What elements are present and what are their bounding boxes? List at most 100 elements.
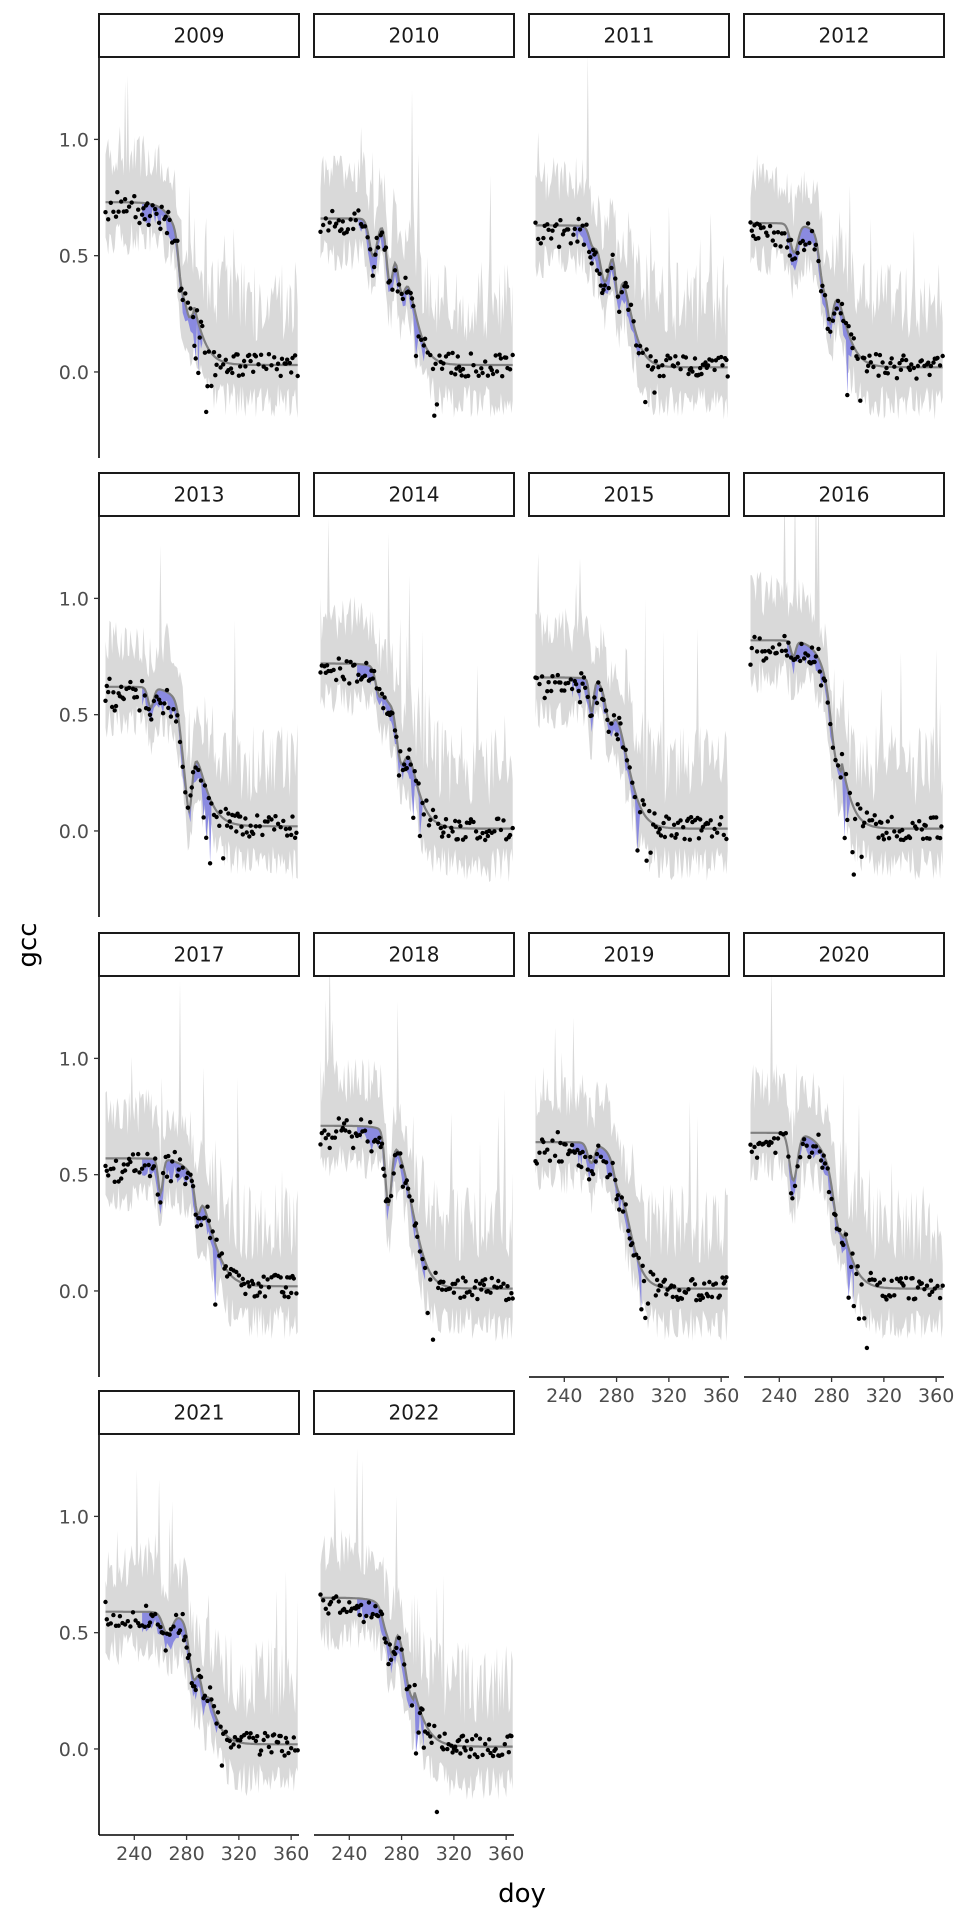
observation-point: [539, 674, 545, 679]
observation-point: [720, 363, 725, 368]
observation-point: [931, 360, 936, 365]
observation-point: [400, 296, 406, 302]
observation-point: [336, 218, 341, 223]
observation-point: [489, 367, 494, 373]
observation-point: [782, 633, 787, 639]
observation-point: [164, 687, 170, 693]
observation-point: [555, 672, 560, 678]
facet-panel: 240 280 320 360 2020: [743, 932, 954, 1407]
observation-point: [269, 363, 274, 368]
y-tick-label: 0.5: [59, 1165, 89, 1187]
observation-point: [886, 836, 892, 841]
prediction-ribbon: [535, 553, 728, 881]
observation-point: [913, 1296, 918, 1301]
observation-point: [868, 360, 873, 365]
fit-line: [105, 685, 298, 828]
observation-point: [859, 854, 864, 859]
facet-strip: [528, 472, 730, 517]
observation-point: [636, 1255, 641, 1261]
observation-point: [202, 1693, 208, 1699]
observation-point: [421, 812, 426, 817]
observation-point: [839, 301, 845, 307]
observation-point: [404, 1178, 409, 1183]
observation-point: [809, 645, 815, 650]
observation-point: [193, 356, 198, 361]
observation-point: [142, 693, 147, 698]
observation-point: [489, 1275, 494, 1281]
observation-point: [825, 1166, 830, 1171]
observation-point: [258, 352, 264, 357]
observation-point: [510, 825, 515, 831]
observation-point: [651, 1272, 656, 1277]
observation-point: [374, 235, 379, 241]
observation-point: [538, 241, 543, 246]
y-tick-label: 1.0: [59, 1506, 89, 1528]
observation-point: [934, 815, 939, 820]
observation-point: [558, 680, 563, 685]
observation-point: [903, 357, 909, 363]
difference-band: [142, 1158, 222, 1305]
observation-point: [454, 1748, 459, 1753]
observation-point: [460, 1275, 466, 1280]
observation-point: [505, 1284, 510, 1289]
observation-point: [577, 227, 583, 232]
observation-point: [770, 645, 775, 650]
observation-point: [579, 671, 584, 676]
observation-point: [603, 1160, 609, 1165]
y-tick-label: 0.5: [59, 1623, 89, 1645]
observation-point: [851, 872, 856, 877]
observation-point: [352, 662, 357, 667]
observation-point: [624, 758, 630, 763]
observation-point: [205, 1698, 210, 1704]
observation-point: [473, 1278, 479, 1284]
observation-point: [399, 1647, 404, 1652]
observation-point: [336, 1599, 341, 1604]
observation-point: [572, 226, 577, 232]
observation-point: [103, 1599, 108, 1605]
observation-point: [756, 236, 761, 241]
observation-point: [937, 835, 943, 841]
observation-point: [415, 1234, 420, 1240]
observation-point: [439, 366, 445, 371]
observation-point: [433, 1270, 438, 1276]
facet-strip: [313, 932, 515, 977]
observation-point: [175, 713, 180, 718]
observation-point: [407, 1194, 412, 1199]
x-axis-title: doy: [498, 1879, 546, 1909]
observation-point: [398, 749, 403, 754]
observation-point: [188, 306, 193, 311]
observation-point: [147, 1620, 153, 1625]
observation-point: [421, 1745, 426, 1750]
observation-point: [451, 1290, 457, 1295]
observation-point: [479, 366, 484, 371]
observation-point: [236, 1744, 242, 1749]
observation-point: [264, 366, 269, 372]
observation-point: [362, 224, 368, 229]
observation-point: [777, 642, 782, 647]
observation-point: [217, 823, 222, 828]
observation-point: [253, 824, 259, 829]
facet-panel: 2018: [313, 932, 515, 1342]
observation-point: [348, 217, 353, 222]
observation-point: [749, 645, 754, 651]
observation-point: [881, 837, 887, 842]
observation-point: [496, 1278, 501, 1284]
facet-strip-label: 2013: [174, 483, 225, 507]
observation-point: [485, 373, 491, 378]
observation-point: [422, 336, 428, 341]
observation-point: [103, 1163, 108, 1169]
observation-point: [137, 220, 142, 226]
observation-point: [851, 336, 856, 341]
observation-point: [609, 721, 614, 726]
observation-point: [326, 1132, 331, 1137]
observation-point: [405, 1186, 411, 1191]
x-tick-label: 240: [331, 1843, 367, 1865]
observation-point: [877, 1280, 883, 1285]
observation-point: [425, 1310, 430, 1316]
observation-point: [888, 360, 893, 366]
observation-point: [626, 307, 631, 312]
observation-point: [692, 356, 698, 361]
observation-point: [295, 1748, 300, 1753]
observation-point: [223, 1729, 228, 1735]
